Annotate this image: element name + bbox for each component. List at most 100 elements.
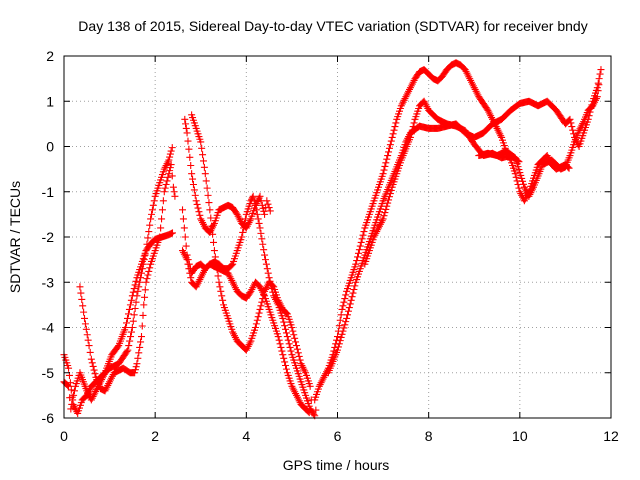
data-point [82,325,90,333]
data-point [358,235,366,243]
data-point [132,298,140,306]
data-point [351,282,359,290]
data-point [179,215,187,223]
data-point [156,233,164,241]
data-point [336,337,344,345]
data-point [386,190,394,198]
data-point [88,394,96,402]
y-tick-label: 1 [46,93,54,109]
data-point [241,219,249,227]
data-point [266,207,274,215]
data-point [199,151,207,159]
data-point [286,343,294,351]
data-point [168,144,176,152]
data-point [269,282,277,290]
data-point [389,130,397,138]
data-point [349,289,357,297]
data-point [87,396,95,404]
data-point [514,163,522,171]
data-point [344,307,352,315]
x-tick-label: 0 [60,428,68,444]
data-point [238,233,246,241]
data-point [295,352,303,360]
data-point [131,304,139,312]
data-point [407,130,415,138]
data-point [207,214,215,222]
data-point [202,177,210,185]
data-point [145,228,153,236]
data-point [194,204,202,212]
y-tick-label: -1 [42,184,55,200]
data-point [515,184,523,192]
data-point [210,247,218,255]
data-point [385,196,393,204]
data-point [100,370,108,378]
data-point [390,126,398,134]
data-point [346,300,354,308]
y-tick-label: -3 [42,274,55,290]
data-point [263,265,271,273]
data-point [123,347,131,355]
data-point [306,382,314,390]
data-point [337,333,345,341]
data-point [134,287,142,295]
data-point [183,129,191,137]
data-point [388,133,396,141]
data-point [340,298,348,306]
series-arc-4 [181,115,274,236]
data-point [255,309,263,317]
data-point [339,327,347,335]
data-point [257,229,265,237]
x-tick-label: 2 [151,428,159,444]
data-point [191,191,199,199]
data-point [182,124,190,132]
data-point [593,93,601,101]
data-point [136,278,144,286]
data-point [89,393,97,401]
data-point [338,330,346,338]
data-point [511,154,519,162]
data-point [263,197,271,205]
data-point [81,320,89,328]
data-point [387,186,395,194]
data-point [141,286,149,294]
data-point [124,346,132,354]
data-point [77,289,85,297]
data-point [256,224,264,232]
data-point [67,386,75,394]
data-point [352,260,360,268]
data-point [132,277,140,285]
data-point [170,188,178,196]
data-point [163,177,171,185]
data-point [380,166,388,174]
data-point [159,197,167,205]
data-point [122,324,130,331]
data-point [81,314,89,322]
x-tick-labels: 0 2 4 6 8 10 12 [60,428,619,444]
data-point [264,200,272,208]
data-point [148,210,156,218]
data-point [90,391,98,399]
data-point [312,406,320,414]
data-point [67,405,75,413]
data-point [166,164,174,172]
data-point [124,310,132,318]
data-point [203,184,211,192]
data-point [292,342,300,350]
data-point [208,222,216,230]
series-arc-8 [311,59,573,404]
data-point [512,157,520,165]
data-point [409,123,417,131]
data-point [65,364,73,372]
data-point [140,301,148,309]
data-point [334,346,341,354]
data-point [384,152,392,160]
data-point [383,155,391,163]
data-point [90,366,98,374]
data-point [292,338,300,346]
data-point [566,115,574,123]
data-point [392,119,400,127]
data-point [91,370,99,378]
data-point [158,215,166,223]
